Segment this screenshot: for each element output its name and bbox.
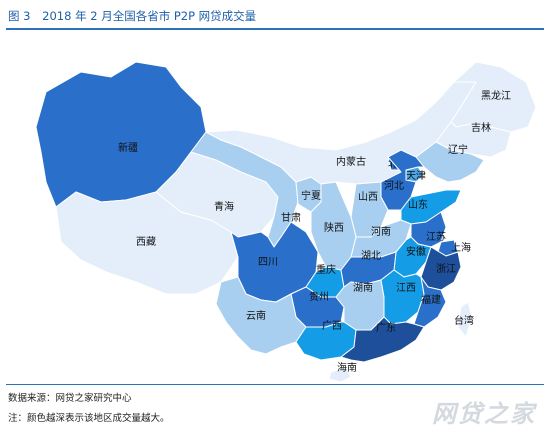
province-shaanxi: 陕西	[310, 181, 357, 271]
province-jilin: 吉林	[435, 121, 512, 158]
label-jiangxi: 江西	[396, 282, 416, 294]
label-heilongjiang: 黑龙江	[481, 89, 511, 102]
label-neimenggu: 内蒙古	[336, 155, 366, 168]
province-guizhou: 贵州	[290, 286, 345, 328]
label-shanghai: 上海	[451, 241, 471, 254]
label-zhejiang: 浙江	[436, 263, 456, 275]
province-shanghai: 上海	[437, 239, 471, 257]
province-guangxi: 广西	[295, 320, 357, 361]
china-map-svg: 新疆 西藏 青海 甘肃 宁夏 内蒙古 黑龙江	[35, 61, 537, 382]
label-hubei: 湖北	[361, 250, 381, 262]
province-shandong: 山东	[400, 189, 462, 225]
province-tianjin: 天津	[405, 166, 426, 183]
label-guangxi: 广西	[322, 320, 342, 332]
label-xizang: 西藏	[136, 236, 156, 248]
province-liaoning: 辽宁	[415, 141, 485, 183]
province-fujian: 福建	[413, 276, 447, 328]
brand-watermark: 网贷之家	[432, 400, 536, 428]
label-tianjin: 天津	[406, 170, 426, 182]
label-chongqing: 重庆	[316, 263, 336, 276]
data-source-note: 数据来源：网贷之家研究中心	[8, 393, 132, 404]
color-legend-note: 注：颜色越深表示该地区成交量越大。	[8, 413, 170, 424]
bottom-rule	[6, 384, 544, 385]
label-hunan: 湖南	[353, 281, 373, 294]
province-heilongjiang: 黑龙江	[450, 61, 537, 133]
label-jiangsu: 江苏	[426, 230, 446, 243]
china-map: 新疆 西藏 青海 甘肃 宁夏 内蒙古 黑龙江	[6, 32, 544, 382]
label-hebei: 河北	[384, 180, 404, 192]
label-qinghai: 青海	[214, 200, 234, 213]
label-hainan: 海南	[337, 361, 357, 374]
figure-title: 图 3 2018 年 2 月全国各省市 P2P 网贷成交量	[8, 4, 542, 28]
province-taiwan: 台湾	[454, 301, 474, 338]
label-xinjiang: 新疆	[118, 141, 138, 154]
label-fujian: 福建	[421, 293, 441, 306]
label-anhui: 安徽	[406, 245, 426, 258]
province-hebei: 河北	[380, 149, 425, 211]
label-sichuan: 四川	[258, 257, 278, 268]
label-henan: 河南	[371, 225, 391, 238]
label-shaanxi: 陕西	[324, 221, 344, 234]
province-hunan: 湖南	[335, 279, 385, 331]
label-guangdong: 广东	[376, 321, 396, 334]
label-guizhou: 贵州	[309, 290, 329, 303]
label-jilin: 吉林	[471, 121, 491, 134]
top-rule	[6, 28, 544, 30]
figure-title-text: 2018 年 2 月全国各省市 P2P 网贷成交量	[42, 9, 257, 23]
province-zhejiang: 浙江	[420, 246, 462, 291]
label-ningxia: 宁夏	[301, 189, 321, 202]
label-liaoning: 辽宁	[448, 143, 468, 156]
label-shanxi: 山西	[358, 191, 378, 203]
province-henan: 河南	[350, 219, 412, 258]
label-gansu: 甘肃	[281, 211, 301, 224]
figure-label: 图 3	[8, 9, 31, 23]
province-guangdong: 广东	[340, 316, 425, 363]
label-taiwan: 台湾	[454, 314, 474, 327]
label-shandong: 山东	[408, 198, 428, 211]
province-chongqing: 重庆	[305, 263, 345, 298]
province-hainan: 海南	[328, 361, 357, 382]
province-hubei: 湖北	[340, 250, 397, 288]
label-yunnan: 云南	[246, 309, 266, 322]
